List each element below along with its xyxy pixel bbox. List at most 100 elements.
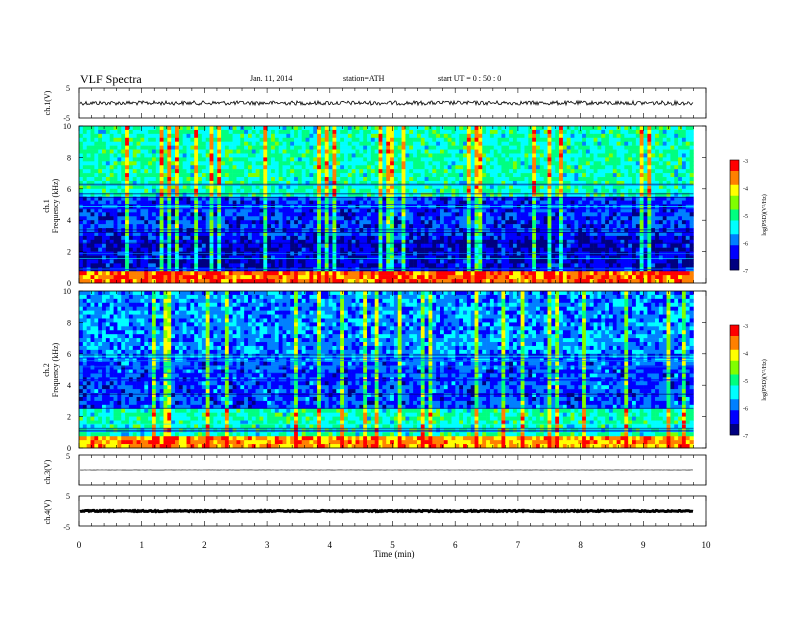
spectrogram-cell bbox=[340, 216, 344, 220]
spectrogram-cell bbox=[524, 216, 528, 220]
spectrogram-cell bbox=[244, 271, 248, 275]
spectrogram-cell bbox=[540, 165, 544, 169]
spectrogram-cell bbox=[217, 142, 221, 146]
spectrogram-cell bbox=[375, 157, 379, 161]
spectrogram-cell bbox=[521, 165, 525, 169]
spectrogram-cell bbox=[309, 138, 313, 142]
spectrogram-cell bbox=[260, 244, 264, 248]
spectrogram-cell bbox=[386, 189, 390, 193]
spectrogram-cell bbox=[171, 165, 175, 169]
spectrogram-cell bbox=[371, 130, 375, 134]
spectrogram-cell bbox=[490, 126, 494, 130]
spectrogram-cell bbox=[371, 126, 375, 130]
spectrogram-cell bbox=[444, 173, 448, 177]
spectrogram-cell bbox=[356, 157, 360, 161]
spectrogram-cell bbox=[517, 150, 521, 154]
spectrogram-cell bbox=[459, 138, 463, 142]
spectrogram-cell bbox=[302, 275, 306, 279]
spectrogram-cell bbox=[260, 146, 264, 150]
spectrogram-cell bbox=[156, 161, 160, 165]
spectrogram-cell bbox=[233, 236, 237, 240]
spectrogram-cell bbox=[94, 165, 98, 169]
spectrogram-cell bbox=[148, 259, 152, 263]
spectrogram-cell bbox=[532, 173, 536, 177]
spectrogram-cell bbox=[267, 134, 271, 138]
spectrogram-cell bbox=[536, 138, 540, 142]
spectrogram-cell bbox=[229, 189, 233, 193]
spectrogram-cell bbox=[217, 189, 221, 193]
spectrogram-cell bbox=[248, 134, 252, 138]
spectrogram-cell bbox=[505, 259, 509, 263]
spectrogram-cell bbox=[356, 146, 360, 150]
spectrogram-cell bbox=[179, 169, 183, 173]
spectrogram-cell bbox=[436, 244, 440, 248]
spectrogram-cell bbox=[175, 157, 179, 161]
spectrogram-cell bbox=[290, 189, 294, 193]
spectrogram-cell bbox=[482, 173, 486, 177]
spectrogram-cell bbox=[121, 153, 125, 157]
spectrogram-cell bbox=[298, 259, 302, 263]
spectrogram-cell bbox=[309, 173, 313, 177]
spectrogram-cell bbox=[390, 263, 394, 267]
spectrogram-cell bbox=[210, 173, 214, 177]
spectrogram-cell bbox=[252, 146, 256, 150]
spectrogram-cell bbox=[294, 220, 298, 224]
station-label: station=ATH bbox=[343, 74, 385, 83]
spectrogram-cell bbox=[309, 244, 313, 248]
spectrogram-cell bbox=[160, 248, 164, 252]
spectrogram-cell bbox=[390, 256, 394, 260]
spectrogram-cell bbox=[375, 150, 379, 154]
spectrogram-cell bbox=[444, 236, 448, 240]
spectrogram-cell bbox=[332, 263, 336, 267]
spectrogram-cell bbox=[463, 153, 467, 157]
spectrogram-cell bbox=[405, 177, 409, 181]
spectrogram-cell bbox=[482, 259, 486, 263]
spectrogram-cell bbox=[336, 275, 340, 279]
spectrogram-cell bbox=[432, 146, 436, 150]
spectrogram-cell bbox=[467, 189, 471, 193]
spectrogram-cell bbox=[471, 236, 475, 240]
spectrogram-cell bbox=[344, 134, 348, 138]
spectrogram-cell bbox=[229, 130, 233, 134]
spectrogram-cell bbox=[467, 271, 471, 275]
spectrogram-cell bbox=[294, 173, 298, 177]
spectrogram-cell bbox=[448, 216, 452, 220]
spectrogram-cell bbox=[79, 177, 83, 181]
spectrogram-cell bbox=[452, 146, 456, 150]
spectrogram-cell bbox=[425, 275, 429, 279]
spectrogram-cell bbox=[244, 173, 248, 177]
spectrogram-cell bbox=[102, 153, 106, 157]
spectrogram-cell bbox=[275, 134, 279, 138]
spectrogram-cell bbox=[213, 142, 217, 146]
spectrogram-cell bbox=[390, 216, 394, 220]
spectrogram-cell bbox=[121, 275, 125, 279]
spectrogram-cell bbox=[544, 153, 548, 157]
spectrogram-cell bbox=[121, 138, 125, 142]
spectrogram-cell bbox=[98, 169, 102, 173]
spectrogram-cell bbox=[175, 169, 179, 173]
spectrogram-cell bbox=[171, 126, 175, 130]
spectrogram-cell bbox=[421, 138, 425, 142]
spectrogram-cell bbox=[110, 130, 114, 134]
spectrogram-cell bbox=[352, 236, 356, 240]
spectrogram-cell bbox=[344, 173, 348, 177]
spectrogram-cell bbox=[321, 142, 325, 146]
spectrogram-cell bbox=[321, 146, 325, 150]
spectrogram-cell bbox=[394, 212, 398, 216]
spectrogram-cell bbox=[544, 259, 548, 263]
spectrogram-cell bbox=[271, 165, 275, 169]
spectrogram-cell bbox=[521, 271, 525, 275]
spectrogram-cell bbox=[379, 161, 383, 165]
spectrogram-cell bbox=[256, 161, 260, 165]
spectrogram-cell bbox=[306, 271, 310, 275]
spectrogram-cell bbox=[325, 153, 329, 157]
spectrogram-cell bbox=[532, 138, 536, 142]
spectrogram-cell bbox=[332, 193, 336, 197]
spectrogram-cell bbox=[137, 275, 141, 279]
spectrogram-cell bbox=[394, 138, 398, 142]
spectrogram-cell bbox=[271, 259, 275, 263]
spectrogram-cell bbox=[494, 150, 498, 154]
spectrogram-cell bbox=[152, 248, 156, 252]
spectrogram-cell bbox=[336, 236, 340, 240]
spectrogram-cell bbox=[171, 193, 175, 197]
